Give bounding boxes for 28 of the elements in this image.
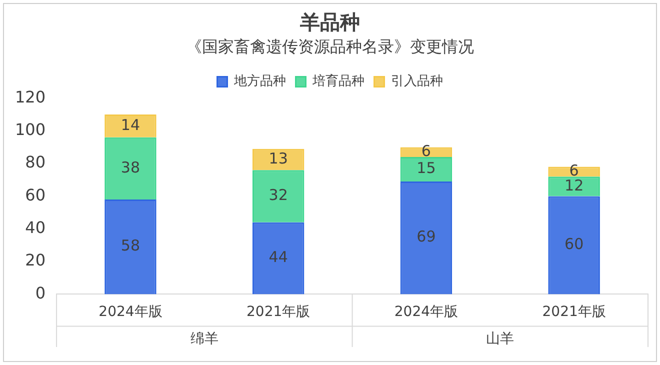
y-tick-label: 40	[25, 218, 46, 238]
x-tick-label: 2024年版	[98, 304, 162, 320]
data-label: 58	[120, 236, 140, 255]
x-tick-label: 2024年版	[394, 304, 458, 320]
data-label: 69	[416, 228, 436, 246]
text: 绵羊	[190, 330, 218, 347]
data-label: 60	[564, 235, 584, 254]
y-tick-label: 80	[25, 152, 46, 172]
data-label: 13	[268, 149, 288, 168]
data-label: 32	[268, 186, 288, 204]
y-tick-label: 100	[14, 120, 46, 140]
y-tick-label: 120	[14, 87, 46, 106]
y-tick-label: 20	[25, 250, 46, 270]
text: 山羊	[486, 330, 514, 347]
data-label: 15	[416, 159, 436, 178]
data-label: 6	[421, 142, 431, 160]
legend-label: 地方品种	[232, 73, 286, 90]
chart-subtitle: 《国家畜禽遗传资源品种名录》变更情况	[186, 36, 474, 56]
data-label: 44	[268, 248, 288, 266]
y-tick-label: 0	[35, 283, 46, 302]
legend-label: 培育品种	[311, 73, 364, 90]
x-tick-label: 2021年版	[542, 304, 606, 320]
data-label: 38	[120, 158, 140, 176]
chart-title: 羊品种	[299, 10, 360, 34]
y-tick-label: 60	[25, 185, 46, 204]
data-label: 14	[120, 116, 140, 134]
legend-label: 引入品种	[390, 74, 443, 90]
x-tick-label: 2021年版	[246, 304, 310, 320]
